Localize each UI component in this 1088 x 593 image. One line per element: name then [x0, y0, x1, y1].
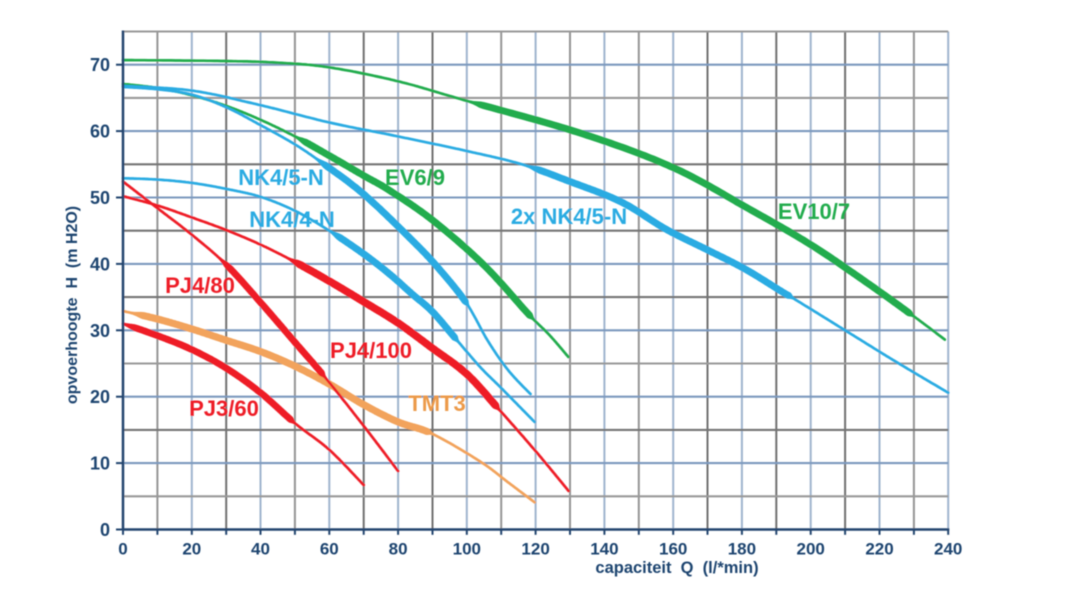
svg-text:2x NK4/5-N: 2x NK4/5-N — [511, 204, 627, 229]
svg-text:TMT3: TMT3 — [408, 391, 465, 416]
svg-text:EV10/7: EV10/7 — [778, 199, 850, 224]
svg-text:160: 160 — [659, 540, 687, 559]
svg-text:EV6/9: EV6/9 — [385, 165, 445, 190]
svg-text:PJ4/100: PJ4/100 — [330, 338, 412, 363]
svg-text:opvoerhoogte H (m H2O): opvoerhoogte H (m H2O) — [64, 206, 81, 404]
svg-text:20: 20 — [90, 387, 110, 407]
svg-text:80: 80 — [389, 540, 408, 559]
svg-text:0: 0 — [100, 520, 110, 540]
svg-text:100: 100 — [453, 540, 481, 559]
svg-text:60: 60 — [90, 122, 110, 142]
svg-text:10: 10 — [90, 454, 110, 474]
svg-text:120: 120 — [521, 540, 549, 559]
svg-text:20: 20 — [182, 540, 201, 559]
svg-text:220: 220 — [865, 540, 893, 559]
svg-text:capaciteit Q (l/*min): capaciteit Q (l/*min) — [595, 559, 758, 577]
svg-text:240: 240 — [934, 540, 962, 559]
svg-text:70: 70 — [90, 55, 110, 75]
svg-text:PJ4/80: PJ4/80 — [165, 273, 235, 298]
svg-text:40: 40 — [251, 540, 270, 559]
svg-text:60: 60 — [320, 540, 339, 559]
svg-text:NK4/5-N: NK4/5-N — [238, 165, 324, 190]
svg-text:NK4/4-N: NK4/4-N — [249, 207, 335, 232]
svg-text:140: 140 — [590, 540, 618, 559]
svg-text:180: 180 — [728, 540, 756, 559]
svg-text:200: 200 — [797, 540, 825, 559]
svg-text:40: 40 — [90, 254, 110, 274]
svg-text:PJ3/60: PJ3/60 — [189, 396, 259, 421]
svg-text:0: 0 — [118, 540, 127, 559]
svg-text:30: 30 — [90, 321, 110, 341]
svg-text:50: 50 — [90, 188, 110, 208]
